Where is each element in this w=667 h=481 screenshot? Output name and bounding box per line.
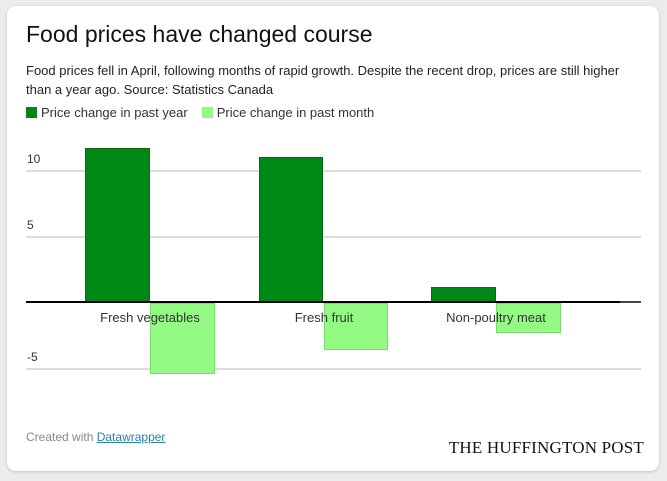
y-tick-10: 10: [27, 152, 41, 166]
category-label-fruit: Fresh fruit: [294, 310, 354, 325]
legend-swatch-month: [201, 107, 213, 118]
credit: Created with Datawrapper: [26, 430, 165, 444]
bar-vegetables-month: [150, 303, 215, 374]
plot-area: 10 5 -5 Fresh vegetables Fresh fruit Non…: [7, 6, 659, 471]
gridline-10: [26, 170, 641, 172]
legend: Price change in past year Price change i…: [26, 105, 388, 120]
legend-label-month: Price change in past month: [216, 105, 375, 120]
bar-vegetables-year: [85, 148, 150, 302]
gridline-5: [26, 236, 641, 238]
zero-axis-tail: [620, 301, 641, 303]
legend-swatch-year: [26, 107, 37, 118]
bar-meat-year: [431, 287, 496, 302]
category-label-meat: Non-poultry meat: [446, 310, 546, 325]
chart-title: Food prices have changed course: [26, 21, 373, 47]
chart-subtitle: Food prices fell in April, following mon…: [26, 63, 620, 97]
chart-card: Food prices have changed course Food pri…: [7, 6, 659, 471]
legend-item-month: Price change in past month: [201, 105, 375, 120]
gridline-neg5: [26, 368, 641, 370]
zero-axis-line: [26, 301, 620, 303]
datawrapper-link[interactable]: Datawrapper: [96, 430, 166, 444]
legend-label-year: Price change in past year: [41, 105, 188, 120]
category-label-vegetables: Fresh vegetables: [100, 310, 200, 325]
bar-meat-month: [496, 303, 561, 333]
publisher-logo: THE HUFFINGTON POST: [448, 438, 644, 457]
bar-fruit-month: [324, 303, 388, 350]
y-tick-5: 5: [27, 218, 34, 232]
legend-item-year: Price change in past year: [26, 105, 188, 120]
bar-fruit-year: [259, 157, 323, 302]
credit-text: Created with: [26, 430, 94, 444]
y-tick-neg5: -5: [27, 350, 38, 364]
